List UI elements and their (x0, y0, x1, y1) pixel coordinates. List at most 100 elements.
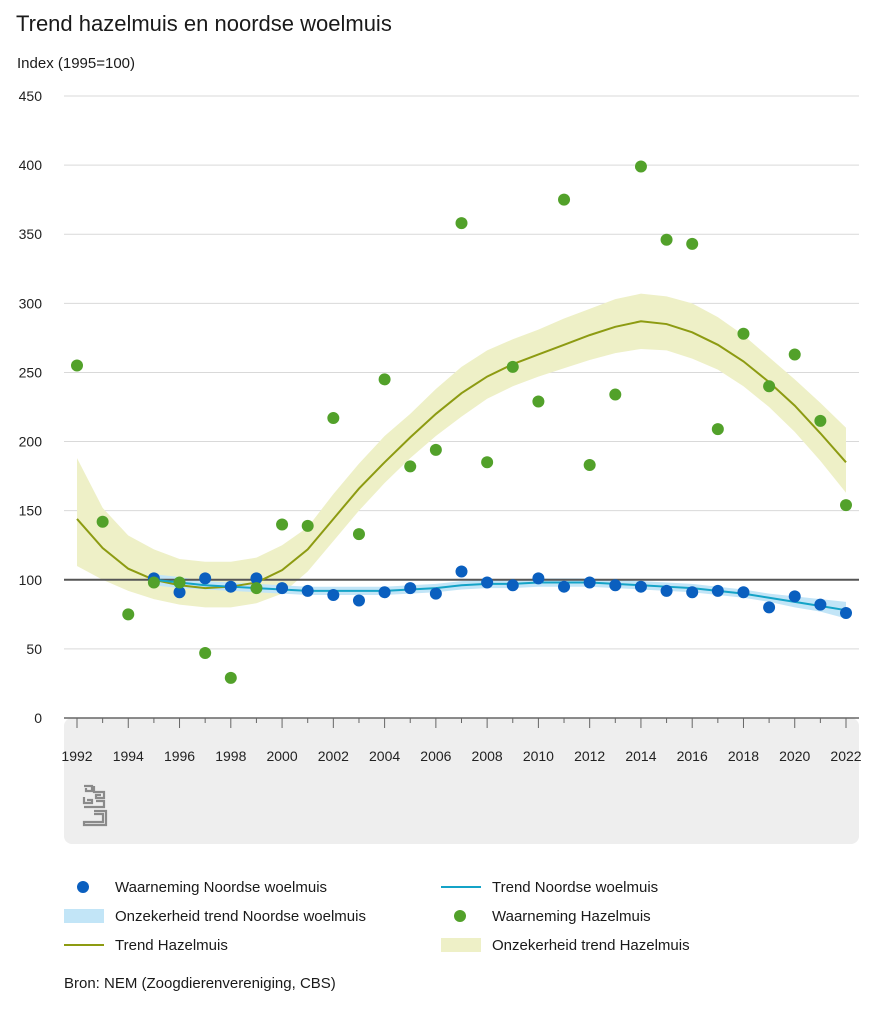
data-point (788, 348, 801, 361)
data-point (532, 395, 545, 408)
cbs-logo-icon: cbs (82, 784, 108, 827)
y-tick-label: 150 (19, 503, 43, 519)
x-tick-label: 2022 (830, 748, 861, 764)
x-tick-label: 2000 (266, 748, 297, 764)
data-point (378, 586, 391, 599)
data-point (147, 576, 160, 589)
y-tick-label: 50 (26, 641, 42, 657)
data-point (558, 193, 571, 206)
data-point (224, 671, 237, 684)
data-point (609, 579, 622, 592)
data-point (481, 576, 494, 589)
data-point (71, 359, 83, 372)
x-tick-label: 2004 (369, 748, 400, 764)
source-note: Bron: NEM (Zoogdierenvereniging, CBS) (64, 975, 336, 992)
data-point (814, 414, 827, 427)
data-point (711, 584, 724, 597)
trend-line (76, 320, 847, 590)
data-point (352, 528, 365, 541)
y-axis-label: Index (1995=100) (17, 55, 136, 72)
data-point (532, 572, 545, 585)
y-tick-label: 200 (19, 434, 43, 450)
data-point (506, 579, 519, 592)
x-tick-label: 2008 (472, 748, 503, 764)
data-point (609, 388, 622, 401)
data-point (276, 582, 289, 595)
data-point (429, 443, 442, 456)
data-point (840, 606, 852, 619)
data-point (96, 515, 109, 528)
legend-label: Trend Hazelmuis (115, 937, 228, 954)
data-point (634, 160, 647, 173)
legend-symbol-dot (77, 881, 89, 893)
legend-symbol-band (64, 909, 104, 923)
uncertainty-band (77, 293, 846, 608)
legend-label: Onzekerheid trend Hazelmuis (492, 937, 690, 954)
x-tick-label: 1994 (113, 748, 144, 764)
data-point (122, 608, 135, 621)
data-point (327, 588, 340, 601)
data-point (481, 456, 494, 469)
uncertainty-band (153, 574, 846, 619)
x-tick-label: 1992 (61, 748, 92, 764)
x-tick-label: 2018 (728, 748, 759, 764)
data-point (327, 412, 340, 425)
data-point (301, 519, 314, 532)
y-tick-labels: 0 50 100 150 200 250 300 350 400 450 (19, 88, 43, 726)
data-point (686, 237, 699, 250)
legend-symbol-band (441, 938, 481, 952)
data-point (583, 576, 596, 589)
data-point (686, 586, 699, 599)
data-point (404, 460, 417, 473)
legend-label: Waarneming Noordse woelmuis (115, 879, 328, 896)
data-point (224, 580, 237, 593)
data-point (455, 217, 468, 230)
y-tick-label: 250 (19, 364, 43, 380)
data-point (199, 647, 212, 660)
legend-label: Trend Noordse woelmuis (492, 879, 659, 896)
data-point (378, 373, 391, 386)
x-tick-label: 2014 (625, 748, 656, 764)
y-tick-label: 350 (19, 226, 43, 242)
data-point (660, 584, 673, 597)
trend-lines (76, 320, 847, 612)
x-tick-label: 2012 (574, 748, 605, 764)
data-point (506, 360, 519, 373)
x-tick-label: 2016 (677, 748, 708, 764)
data-point (737, 586, 750, 599)
data-point (404, 582, 417, 595)
data-point (583, 459, 596, 472)
data-point (250, 582, 263, 595)
data-point (763, 601, 776, 614)
legend-symbol-dot (454, 910, 466, 922)
data-point (711, 423, 724, 436)
y-tick-label: 100 (19, 572, 43, 588)
data-point (276, 518, 289, 531)
data-point (634, 580, 647, 593)
data-point (429, 587, 442, 600)
legend-label: Waarneming Hazelmuis (492, 908, 651, 925)
observation-points (71, 160, 852, 684)
data-point (737, 327, 750, 340)
x-tick-label: 2010 (523, 748, 554, 764)
trend-line (153, 578, 847, 612)
y-tick-label: 0 (34, 710, 42, 726)
x-tick-label: 1996 (164, 748, 195, 764)
x-tick-label: 1998 (215, 748, 246, 764)
data-point (558, 580, 571, 593)
data-point (788, 590, 801, 603)
legend-label: Onzekerheid trend Noordse woelmuis (115, 908, 366, 925)
x-axis: 1992 1994 1996 1998 2000 2002 2004 2006 2008 2010… (61, 717, 862, 764)
data-point (352, 594, 365, 607)
data-point (173, 586, 186, 599)
y-tick-label: 450 (19, 88, 43, 104)
data-point (173, 576, 186, 589)
data-point (763, 380, 776, 393)
data-point (301, 584, 314, 597)
data-point (199, 572, 212, 585)
data-point (840, 499, 852, 512)
y-tick-label: 300 (19, 295, 43, 311)
x-tick-label: 2006 (420, 748, 451, 764)
y-tick-label: 400 (19, 157, 43, 173)
data-point (814, 598, 827, 611)
